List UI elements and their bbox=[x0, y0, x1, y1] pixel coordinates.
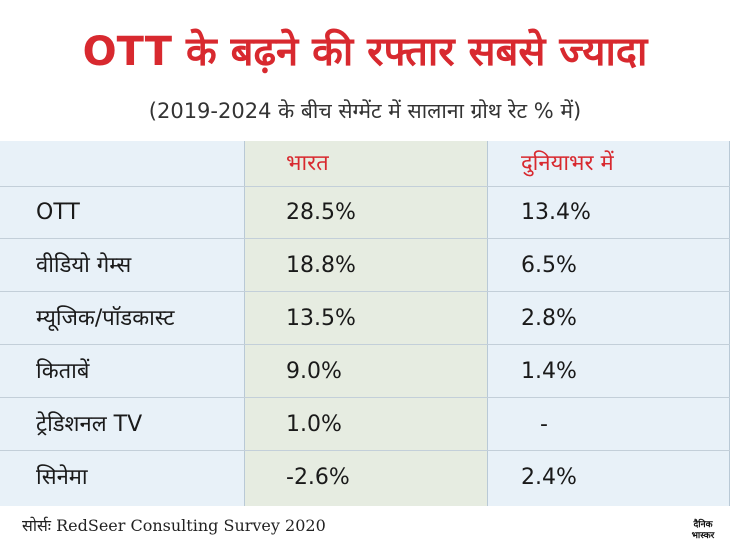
source-note: सोर्सः RedSeer Consulting Survey 2020 bbox=[22, 516, 326, 535]
header-world: दुनियाभर में bbox=[521, 151, 614, 176]
segment-label: ट्रेडिशनल TV bbox=[36, 412, 143, 437]
table-row: म्यूजिक/पॉडकास्ट 13.5% 2.8% bbox=[0, 293, 730, 345]
segment-label: OTT bbox=[36, 200, 80, 225]
world-value: 13.4% bbox=[521, 200, 591, 225]
world-value: - bbox=[540, 412, 548, 437]
world-value: 6.5% bbox=[521, 253, 577, 278]
table-row: OTT 28.5% 13.4% bbox=[0, 187, 730, 239]
table-header-row: भारत दुनियाभर में bbox=[0, 141, 730, 187]
header-india: भारत bbox=[286, 151, 329, 176]
segment-label: म्यूजिक/पॉडकास्ट bbox=[36, 306, 175, 331]
table-row: वीडियो गेम्स 18.8% 6.5% bbox=[0, 240, 730, 292]
world-value: 1.4% bbox=[521, 359, 577, 384]
india-value: 18.8% bbox=[286, 253, 356, 278]
world-value: 2.8% bbox=[521, 306, 577, 331]
logo-line-1: दैनिक bbox=[693, 520, 713, 530]
segment-label: सिनेमा bbox=[36, 465, 88, 490]
world-value: 2.4% bbox=[521, 465, 577, 490]
india-value: -2.6% bbox=[286, 465, 350, 490]
dainik-bhaskar-logo: दैनिक भास्कर bbox=[683, 520, 723, 544]
table-row: किताबें 9.0% 1.4% bbox=[0, 346, 730, 398]
india-value: 13.5% bbox=[286, 306, 356, 331]
segment-label: वीडियो गेम्स bbox=[36, 253, 132, 278]
india-value: 9.0% bbox=[286, 359, 342, 384]
chart-title: OTT के बढ़ने की रफ्तार सबसे ज्यादा bbox=[82, 29, 648, 75]
table-row: ट्रेडिशनल TV 1.0% - bbox=[0, 399, 730, 451]
world-column-background bbox=[487, 141, 730, 506]
table-row: सिनेमा -2.6% 2.4% bbox=[0, 452, 730, 504]
india-value: 1.0% bbox=[286, 412, 342, 437]
india-value: 28.5% bbox=[286, 200, 356, 225]
india-column-background bbox=[244, 141, 488, 506]
chart-subtitle: (2019-2024 के बीच सेग्मेंट में सालाना ग्… bbox=[148, 99, 582, 123]
logo-line-2: भास्कर bbox=[691, 531, 715, 541]
segment-label: किताबें bbox=[36, 359, 90, 384]
